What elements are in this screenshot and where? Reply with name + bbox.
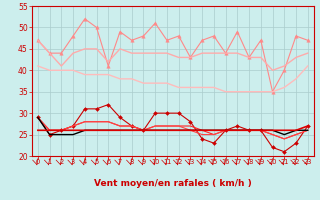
X-axis label: Vent moyen/en rafales ( km/h ): Vent moyen/en rafales ( km/h ) [94,179,252,188]
